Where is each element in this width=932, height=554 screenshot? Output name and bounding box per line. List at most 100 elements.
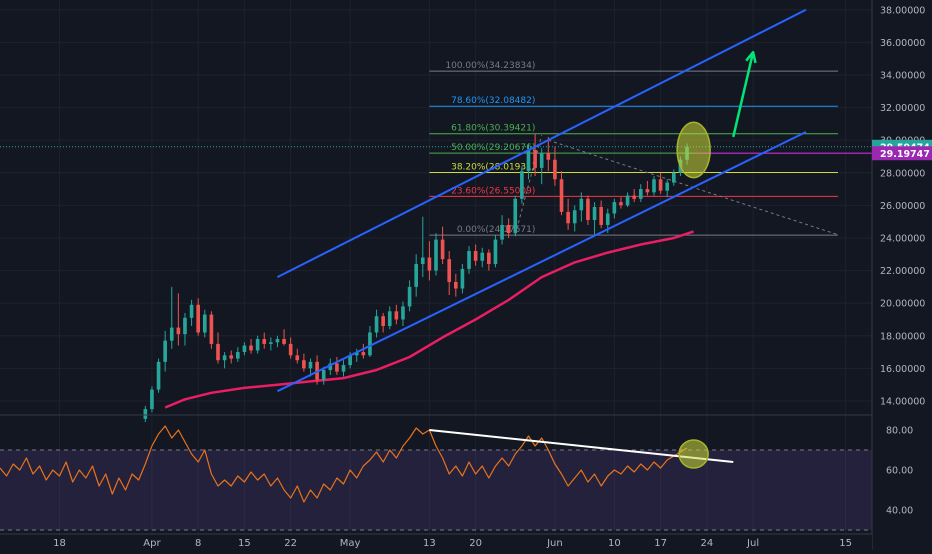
candle[interactable] (394, 304, 399, 325)
candle[interactable] (387, 306, 392, 330)
candle[interactable] (176, 293, 181, 346)
candle[interactable] (506, 218, 511, 238)
candle[interactable] (222, 352, 227, 369)
candle[interactable] (447, 251, 452, 296)
candle[interactable] (368, 325, 372, 357)
candle[interactable] (493, 234, 498, 268)
candle[interactable] (619, 197, 623, 209)
candle[interactable] (308, 358, 313, 377)
candle[interactable] (652, 176, 656, 196)
candle-body (255, 339, 260, 351)
candle[interactable] (572, 205, 577, 232)
candle[interactable] (302, 353, 306, 372)
candle[interactable] (209, 311, 214, 349)
candle[interactable] (645, 180, 650, 196)
candle[interactable] (612, 198, 617, 219)
candle[interactable] (427, 241, 432, 281)
candle-body (176, 327, 181, 335)
price-pane[interactable]: 100.00%(34.23834) 78.60%(32.08482) 61.80%(… (0, 0, 932, 534)
candle[interactable] (275, 335, 280, 348)
price-highlight-ellipse[interactable] (676, 121, 711, 179)
candle-body (599, 207, 603, 225)
candle[interactable] (658, 172, 663, 194)
candle[interactable] (414, 254, 418, 297)
candle[interactable] (196, 298, 200, 336)
candle[interactable] (460, 264, 465, 294)
candle[interactable] (539, 148, 544, 185)
candle[interactable] (440, 226, 445, 265)
candle[interactable] (533, 133, 537, 177)
candle[interactable] (335, 356, 339, 375)
candle[interactable] (672, 169, 676, 186)
candle[interactable] (262, 332, 267, 349)
candle[interactable] (520, 166, 524, 204)
candle[interactable] (236, 347, 240, 362)
candle-body (652, 179, 656, 193)
candle-body (328, 363, 333, 370)
candle-body (665, 182, 670, 191)
candle[interactable] (559, 171, 564, 216)
candle[interactable] (183, 312, 187, 346)
candle[interactable] (586, 195, 590, 225)
rsi-highlight-ellipse[interactable] (678, 439, 709, 469)
rsi-pane[interactable] (0, 425, 872, 531)
candle[interactable] (282, 329, 286, 346)
candle[interactable] (407, 280, 412, 312)
candle[interactable] (143, 405, 148, 423)
candle[interactable] (500, 215, 504, 245)
candle[interactable] (420, 216, 425, 278)
candle[interactable] (638, 184, 643, 203)
channel-lower-line[interactable] (277, 131, 807, 393)
candle[interactable] (361, 343, 366, 359)
candle[interactable] (401, 301, 405, 326)
candle[interactable] (216, 332, 220, 364)
candle[interactable] (156, 358, 161, 393)
arrow-shaft[interactable] (732, 51, 755, 138)
candle[interactable] (321, 366, 326, 385)
candle[interactable] (434, 233, 438, 276)
rsi-line[interactable] (0, 425, 688, 503)
candle[interactable] (665, 179, 670, 198)
candle[interactable] (553, 146, 557, 186)
candle[interactable] (546, 136, 551, 172)
candle[interactable] (202, 309, 207, 338)
candle-body (183, 317, 187, 335)
channel-upper-line[interactable] (277, 8, 807, 278)
candle[interactable] (374, 309, 379, 338)
candle[interactable] (566, 198, 570, 230)
candle[interactable] (229, 350, 234, 364)
candle[interactable] (288, 337, 293, 359)
candle[interactable] (169, 286, 174, 349)
candle[interactable] (625, 192, 630, 207)
candle[interactable] (632, 189, 636, 203)
candle[interactable] (487, 249, 491, 271)
candle[interactable] (341, 360, 346, 377)
candle[interactable] (579, 192, 584, 222)
candle[interactable] (328, 358, 333, 375)
candle[interactable] (513, 195, 518, 237)
candle[interactable] (295, 348, 300, 364)
candle[interactable] (242, 342, 247, 356)
candle[interactable] (249, 339, 253, 354)
time-axis[interactable]: 18 Apr 8 15 22 May 13 20 Jun 10 17 24 Jul 15 (0, 533, 872, 550)
candle[interactable] (354, 348, 359, 362)
candle[interactable] (189, 299, 194, 326)
candle[interactable] (473, 244, 478, 266)
candle[interactable] (150, 386, 154, 413)
candle[interactable] (592, 202, 597, 235)
candle[interactable] (269, 337, 273, 351)
candle-body (394, 311, 399, 320)
price-axis[interactable]: 38.0000036.0000034.0000032.0000030.00000… (871, 0, 932, 550)
candle-body (348, 355, 352, 366)
candle[interactable] (381, 312, 385, 333)
candle[interactable] (163, 330, 167, 372)
candle[interactable] (480, 247, 485, 268)
candle[interactable] (467, 246, 471, 274)
ma-price-tag[interactable]: 29.19747 (872, 146, 932, 161)
candle[interactable] (454, 273, 458, 297)
candle[interactable] (255, 335, 260, 354)
time-tick-label: Jul (746, 538, 759, 549)
candle[interactable] (599, 200, 603, 229)
